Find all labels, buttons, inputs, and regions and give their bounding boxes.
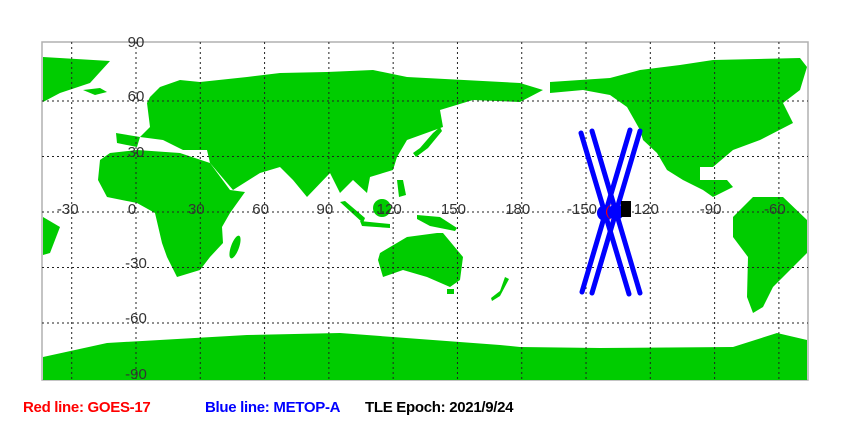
latitude-label: 60 bbox=[128, 88, 145, 105]
latitude-labels: 90 60 30 -30 -60 -90 bbox=[125, 34, 147, 383]
goes-17-subpoint-marker bbox=[621, 201, 631, 217]
land-masses bbox=[43, 57, 807, 380]
longitude-label: -60 bbox=[764, 201, 786, 218]
new-guinea bbox=[417, 215, 457, 231]
south-america bbox=[733, 197, 807, 313]
longitude-label: 60 bbox=[252, 201, 269, 218]
java bbox=[360, 221, 390, 228]
latitude-label: -30 bbox=[125, 255, 147, 272]
philippines bbox=[397, 180, 406, 197]
latitude-label: -90 bbox=[125, 366, 147, 383]
legend-red-line: Red line: GOES-17 bbox=[23, 399, 151, 416]
antarctica bbox=[43, 333, 807, 380]
longitude-label: 120 bbox=[377, 201, 402, 218]
metop-a-position-marker bbox=[608, 204, 624, 220]
longitude-label: 90 bbox=[317, 201, 334, 218]
iceland bbox=[83, 88, 107, 95]
north-america bbox=[550, 58, 807, 197]
longitude-label: 150 bbox=[441, 201, 466, 218]
eurasia bbox=[116, 70, 543, 197]
latitude-label: 30 bbox=[128, 144, 145, 161]
greenland-west bbox=[43, 57, 110, 102]
longitude-label: 120 bbox=[634, 201, 659, 218]
graticule bbox=[42, 42, 808, 380]
tasmania bbox=[447, 289, 454, 294]
africa bbox=[98, 150, 245, 277]
legend-blue-line: Blue line: METOP-A bbox=[205, 399, 340, 416]
latitude-label: 90 bbox=[128, 34, 145, 51]
longitude-labels: -30 0 30 60 90 120 150 180 -150 120 -90 -60 bbox=[57, 201, 786, 218]
legend-blue-text: Blue line: METOP-A bbox=[205, 399, 341, 416]
south-america-west bbox=[43, 217, 60, 255]
australia bbox=[378, 233, 463, 287]
longitude-label: -30 bbox=[57, 201, 79, 218]
longitude-label: 180 bbox=[505, 201, 530, 218]
longitude-label: 0 bbox=[128, 201, 136, 218]
new-zealand bbox=[491, 277, 509, 301]
ground-tracks bbox=[578, 127, 643, 297]
japan bbox=[413, 127, 442, 157]
latitude-label: -60 bbox=[125, 310, 147, 327]
legend-red-text: Red line: GOES-17 bbox=[23, 399, 151, 416]
longitude-label: -150 bbox=[567, 201, 597, 218]
tle-epoch-text: TLE Epoch: 2021/9/24 bbox=[365, 399, 514, 416]
madagascar bbox=[229, 235, 241, 259]
longitude-label: 30 bbox=[188, 201, 205, 218]
longitude-label: -90 bbox=[700, 201, 722, 218]
goes-17-position-marker bbox=[606, 204, 614, 220]
legend-epoch: TLE Epoch: 2021/9/24 bbox=[365, 399, 514, 416]
